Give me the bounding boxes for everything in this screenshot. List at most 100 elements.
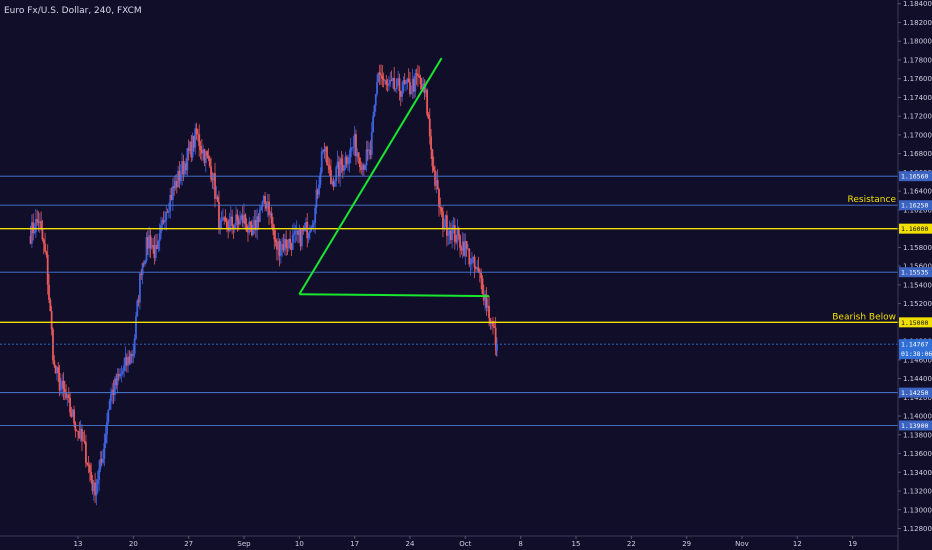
trend-line [299, 293, 490, 298]
candle-body [177, 170, 180, 188]
level-annotation: Bearish Below [832, 312, 896, 322]
candle-body [85, 441, 87, 463]
candle-body [386, 84, 389, 86]
candle-body [168, 210, 170, 213]
candle-body [473, 256, 476, 268]
candle-body [351, 147, 353, 149]
candle-body [150, 245, 153, 249]
candle-body [164, 219, 166, 223]
price-level-tag [899, 267, 932, 278]
price-level-tag-label: 1.16560 [901, 173, 928, 181]
candle-body [189, 141, 191, 151]
candle-body [186, 148, 189, 171]
candle-body [144, 260, 147, 264]
candle-body [153, 245, 156, 258]
candle-body [318, 184, 320, 195]
time-axis[interactable]: 13 20 27 Sep 10 17 24 Oct 8 15 22 29 Nov 12 19 [74, 536, 858, 548]
candle-body [48, 284, 50, 300]
candle-body [314, 207, 317, 224]
candle-body [75, 430, 78, 432]
candle-body [438, 189, 440, 207]
candle-body [141, 263, 144, 275]
candle-body [166, 211, 169, 213]
candle-body [449, 230, 452, 241]
candle-body [330, 169, 332, 184]
candle-body [359, 157, 361, 168]
candle-body [62, 380, 65, 390]
candle-body [96, 480, 99, 485]
candle-body [110, 394, 112, 401]
candle-body [170, 194, 173, 200]
candle-body [269, 212, 272, 216]
candle-body [376, 81, 378, 95]
candle-body [106, 421, 108, 435]
candle-body [415, 73, 418, 75]
time-tick-label: Nov [735, 540, 749, 548]
candle-body [53, 360, 56, 366]
candle-body [323, 149, 326, 152]
candle-body [183, 163, 186, 175]
price-level-tag-label: 1.16000 [901, 225, 928, 233]
candle-body [32, 222, 35, 233]
candle-body [57, 367, 60, 374]
candle-body [332, 181, 335, 187]
price-level-tag-label: 1.15535 [901, 269, 928, 277]
candle-body [395, 78, 398, 89]
price-tags-layer: 1.16560 1.16250 1.16000 1.15535 1.15000 1.142… [899, 171, 932, 431]
candle-body [336, 161, 339, 168]
candle-body [52, 329, 54, 361]
candle-body [407, 78, 410, 83]
candle-body [291, 234, 294, 250]
price-axis[interactable]: 1.12800 1.13000 1.13200 1.13400 1.13600 1.138… [898, 0, 932, 533]
candle-body [254, 220, 257, 231]
candle-body [38, 221, 41, 223]
candle-body [418, 75, 421, 78]
candle-body [127, 356, 129, 366]
candle-body [33, 232, 36, 234]
candle-body [222, 217, 224, 221]
candle-body [182, 161, 185, 175]
candle-body [327, 164, 330, 166]
time-tick-label: 24 [406, 540, 415, 548]
candle-body [289, 238, 292, 244]
candle-body [485, 294, 488, 308]
candle-body [283, 239, 286, 251]
candle-body [444, 215, 447, 227]
candle-body [152, 245, 154, 246]
candle-body [337, 161, 340, 177]
price-level-tag [899, 200, 932, 211]
candle-body [58, 373, 61, 391]
candle-body [486, 305, 489, 308]
candle-body [253, 220, 256, 226]
candle-body [165, 211, 168, 220]
candle-body [411, 78, 414, 92]
candle-body [102, 458, 104, 463]
candle-body [476, 267, 479, 269]
candle-body [305, 221, 307, 228]
price-tick-label: 1.13800 [903, 431, 932, 439]
candle-body [399, 91, 402, 97]
price-tick-label: 1.16800 [903, 150, 932, 158]
price-tick-label: 1.17000 [903, 131, 932, 139]
price-tick-label: 1.14400 [903, 375, 932, 383]
candle-body [434, 170, 436, 186]
candle-body [319, 172, 322, 185]
candle-body [237, 220, 240, 225]
candle-body [120, 373, 123, 375]
candle-body [154, 244, 157, 258]
price-level-tag [899, 171, 932, 182]
candle-body [274, 239, 277, 243]
candle-body [56, 367, 58, 374]
candle-body [295, 230, 298, 232]
candle-body [456, 228, 459, 243]
candle-body [49, 299, 52, 312]
candle-body [439, 206, 442, 208]
candle-body [210, 166, 212, 179]
price-level-tag [899, 223, 932, 234]
candle-body [77, 430, 79, 432]
candle-body [405, 83, 407, 84]
candle-body [276, 242, 278, 250]
candle-body [139, 273, 141, 303]
candle-body [355, 134, 357, 157]
